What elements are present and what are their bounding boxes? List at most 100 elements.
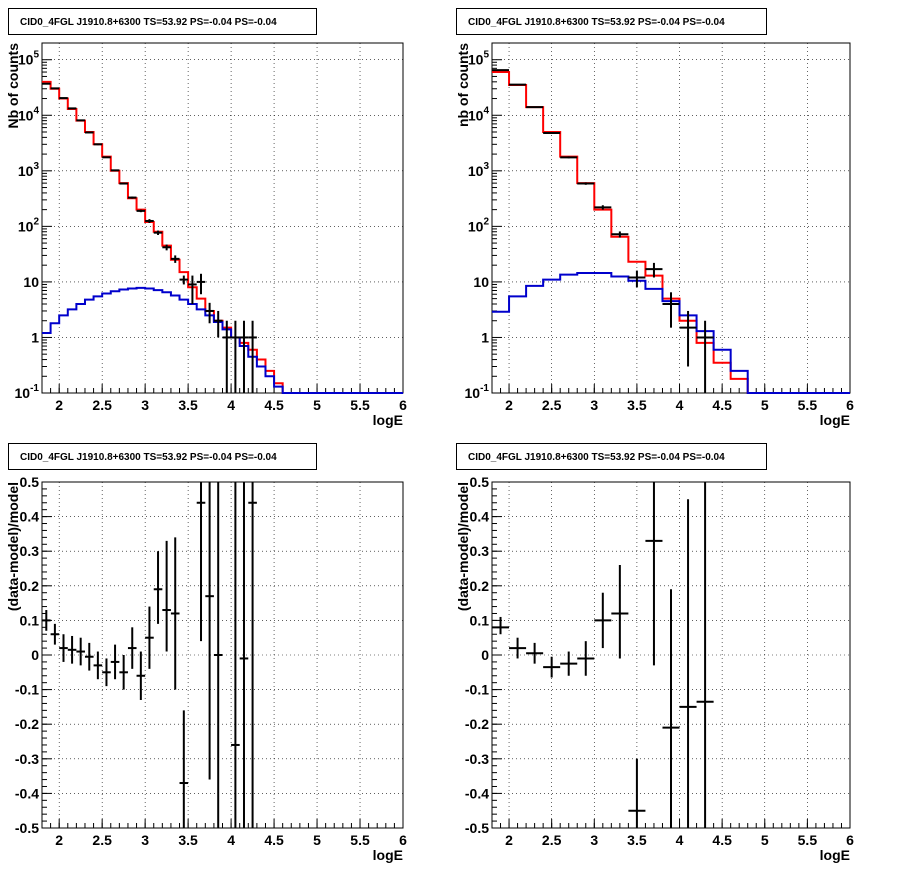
y-tick-label: -0.2 (15, 716, 39, 732)
data-point (509, 83, 527, 86)
y-tick-label: -0.5 (465, 820, 489, 836)
x-tick-label: 2 (55, 397, 63, 413)
y-tick-label: 10-1 (465, 383, 490, 401)
data-point (127, 196, 137, 199)
chart-panel-3: CID0_4FGL J1910.8+6300 TS=53.92 PS=-0.04… (5, 443, 407, 863)
x-tick-label: 5.5 (798, 397, 818, 413)
title-box (8, 8, 317, 35)
data-point (67, 635, 77, 664)
data-point (696, 482, 714, 828)
x-tick-label: 2.5 (92, 397, 112, 413)
data-point (196, 482, 206, 642)
x-tick-label: 3 (141, 832, 149, 848)
data-point (136, 651, 146, 700)
y-tick-label: 0 (481, 647, 489, 663)
data-point (213, 482, 223, 828)
data-point (645, 482, 663, 666)
plot-frame (491, 42, 851, 394)
x-tick-label: 4.5 (264, 832, 284, 848)
title-box (8, 443, 317, 470)
y-tick-label: 0.1 (470, 612, 490, 628)
data-point (110, 169, 120, 172)
y-tick-label: 10-1 (15, 383, 40, 401)
y-tick-label: -0.4 (15, 785, 39, 801)
x-tick-label: 5.5 (798, 832, 818, 848)
data-point (222, 320, 232, 393)
x-axis-label: logE (373, 412, 403, 428)
y-tick-label: -0.4 (465, 785, 489, 801)
y-tick-label: 0.3 (20, 543, 40, 559)
x-axis-label: logE (820, 412, 850, 428)
data-point (162, 244, 171, 251)
x-tick-label: 2.5 (542, 397, 562, 413)
data-point (248, 320, 257, 393)
data-point (153, 551, 163, 624)
y-tick-label: -0.3 (15, 751, 39, 767)
data-point (76, 637, 85, 666)
chart-panel-4: CID0_4FGL J1910.8+6300 TS=53.92 PS=-0.04… (455, 443, 854, 863)
x-tick-label: 3 (590, 832, 598, 848)
x-axis-label: logE (373, 847, 403, 863)
data-point (145, 606, 154, 669)
y-tick-label: 102 (468, 216, 490, 234)
y-tick-label: 0.5 (20, 474, 40, 490)
x-tick-label: 4.5 (712, 397, 732, 413)
title-box (456, 443, 767, 470)
y-tick-label: 0.4 (470, 509, 490, 525)
y-tick-label: 103 (18, 161, 40, 179)
data-point (188, 275, 197, 305)
data-point (42, 610, 51, 631)
data-point (213, 310, 223, 338)
x-tick-label: 3.5 (178, 832, 198, 848)
x-tick-label: 4 (227, 832, 235, 848)
x-tick-label: 6 (399, 832, 407, 848)
data-point (102, 658, 111, 687)
data-point (628, 270, 646, 288)
x-tick-label: 2 (55, 832, 63, 848)
y-tick-label: 1 (31, 329, 39, 345)
data-point (84, 642, 94, 671)
x-tick-label: 5.5 (350, 832, 370, 848)
data-point (594, 592, 612, 649)
x-tick-label: 4 (676, 832, 684, 848)
data-point (696, 320, 714, 393)
data-point (543, 131, 561, 134)
data-point (543, 656, 561, 678)
data-point (42, 82, 51, 85)
data-point (50, 87, 60, 90)
x-tick-label: 4 (676, 397, 684, 413)
data-point (231, 320, 240, 393)
data-point (577, 182, 595, 185)
x-tick-label: 4 (227, 397, 235, 413)
data-point (110, 644, 120, 680)
y-tick-label: 105 (18, 50, 40, 68)
data-point (196, 273, 206, 295)
y-tick-label: 0.5 (470, 474, 490, 490)
chart-title: CID0_4FGL J1910.8+6300 TS=53.92 PS=-0.04… (468, 17, 725, 28)
x-tick-label: 3 (141, 397, 149, 413)
y-tick-label: 0.2 (20, 578, 40, 594)
source-model-line (42, 286, 403, 394)
data-point (127, 627, 137, 669)
y-tick-label: -0.3 (465, 751, 489, 767)
data-point (509, 637, 527, 659)
x-tick-label: 4.5 (264, 397, 284, 413)
x-tick-label: 3.5 (627, 832, 647, 848)
data-point (170, 255, 180, 263)
chart-panel-2: CID0_4FGL J1910.8+6300 TS=53.92 PS=-0.04… (455, 8, 854, 428)
y-tick-label: -0.5 (15, 820, 39, 836)
data-point (645, 262, 663, 278)
y-axis-label: Nb of counts (5, 43, 21, 129)
y-axis-label: nb of counts (455, 43, 471, 127)
chart-title: CID0_4FGL J1910.8+6300 TS=53.92 PS=-0.04… (468, 452, 725, 463)
data-point (153, 230, 163, 235)
y-tick-label: -0.2 (465, 716, 489, 732)
plot-frame (41, 42, 404, 394)
data-point (205, 482, 214, 780)
x-tick-label: 5 (313, 832, 321, 848)
x-tick-label: 3 (590, 397, 598, 413)
y-tick-label: 0 (31, 647, 39, 663)
data-point (679, 310, 697, 367)
x-tick-label: 2.5 (542, 832, 562, 848)
data-point (93, 651, 103, 680)
